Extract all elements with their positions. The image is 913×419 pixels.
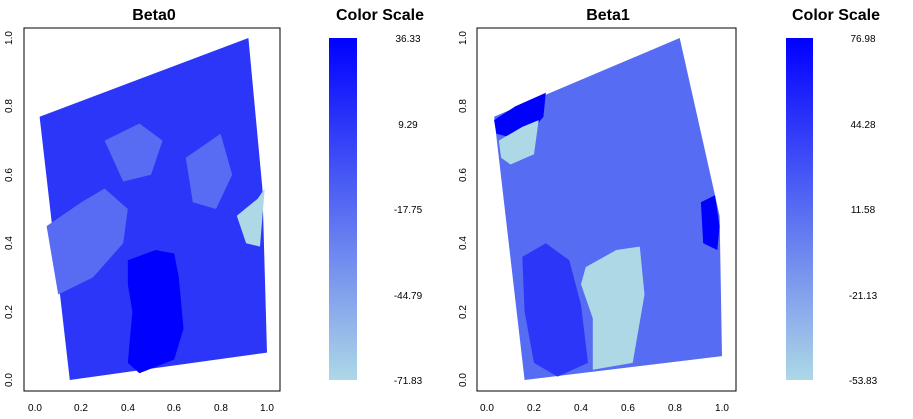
x-tick-label: 0.8 [214, 403, 228, 414]
map-patch [700, 195, 720, 250]
x-axis: 0.0 0.2 0.4 0.6 0.8 1.0 [480, 403, 729, 414]
x-axis: 0.0 0.2 0.4 0.6 0.8 1.0 [28, 403, 274, 414]
x-tick-label: 0.8 [668, 403, 682, 414]
panel-beta1: Beta1 0.0 0.2 0.4 0.6 0.8 1.0 0.0 0.2 0.… [458, 7, 880, 414]
y-tick-label: 0.2 [4, 305, 15, 319]
y-tick-label: 0.0 [4, 373, 15, 387]
map-patch [581, 246, 645, 370]
x-tick-label: 0.2 [74, 403, 88, 414]
y-tick-label: 0.6 [458, 168, 469, 182]
colorbar-gradient [329, 38, 357, 380]
x-tick-label: 0.2 [527, 403, 541, 414]
map-region [39, 38, 267, 380]
colorbar-tick-label: -53.83 [849, 376, 878, 387]
x-tick-label: 0.0 [480, 403, 494, 414]
y-tick-label: 1.0 [458, 31, 469, 45]
y-axis: 0.0 0.2 0.4 0.6 0.8 1.0 [458, 31, 469, 387]
colorbar-tick-label: 44.28 [850, 120, 875, 131]
y-tick-label: 0.8 [458, 99, 469, 113]
colorbar-tick-label: -71.83 [394, 376, 423, 387]
colorbar-tick-label: -44.79 [394, 291, 423, 302]
map-base-region [39, 38, 267, 380]
colorbar-tick-label: -17.75 [394, 205, 423, 216]
x-tick-label: 0.4 [574, 403, 588, 414]
y-tick-label: 0.4 [4, 236, 15, 250]
y-tick-label: 1.0 [4, 31, 15, 45]
plot-title: Beta1 [586, 7, 630, 24]
y-tick-label: 0.8 [4, 99, 15, 113]
plot-title: Beta0 [132, 7, 176, 24]
plot-frame [23, 27, 281, 392]
y-tick-label: 0.6 [4, 168, 15, 182]
y-tick-label: 0.4 [458, 236, 469, 250]
map-patch [104, 123, 163, 182]
colorbar-title: Color Scale [336, 7, 424, 24]
plot-frame [476, 27, 737, 392]
map-patch [522, 243, 588, 377]
x-tick-label: 0.0 [28, 403, 42, 414]
y-axis: 0.0 0.2 0.4 0.6 0.8 1.0 [4, 31, 15, 387]
colorbar-tick-label: -21.13 [849, 291, 878, 302]
y-tick-label: 0.2 [458, 305, 469, 319]
x-tick-label: 0.6 [621, 403, 635, 414]
x-tick-label: 0.4 [121, 403, 135, 414]
map-patch [46, 188, 128, 295]
colorbar-tick-label: 9.29 [398, 120, 418, 131]
map-patch [127, 250, 184, 374]
colorbar-tick-label: 76.98 [850, 34, 875, 45]
colorbar-title: Color Scale [792, 7, 880, 24]
x-tick-label: 1.0 [715, 403, 729, 414]
map-patch [236, 188, 265, 247]
map-patch [498, 120, 539, 165]
colorbar: Color Scale 36.33 9.29 -17.75 -44.79 -71… [329, 7, 424, 387]
colorbar-gradient [786, 38, 813, 380]
map-patch [185, 133, 233, 209]
colorbar-tick-label: 11.58 [851, 205, 876, 216]
x-tick-label: 1.0 [260, 403, 274, 414]
y-tick-label: 0.0 [458, 373, 469, 387]
map-region [494, 38, 722, 380]
panel-beta0: Beta0 0.0 0.2 0.4 0.6 0.8 1.0 0.0 0.2 0.… [4, 7, 424, 414]
colorbar-tick-label: 36.33 [395, 34, 420, 45]
x-tick-label: 0.6 [167, 403, 181, 414]
colorbar: Color Scale 76.98 44.28 11.58 -21.13 -53… [786, 7, 880, 387]
